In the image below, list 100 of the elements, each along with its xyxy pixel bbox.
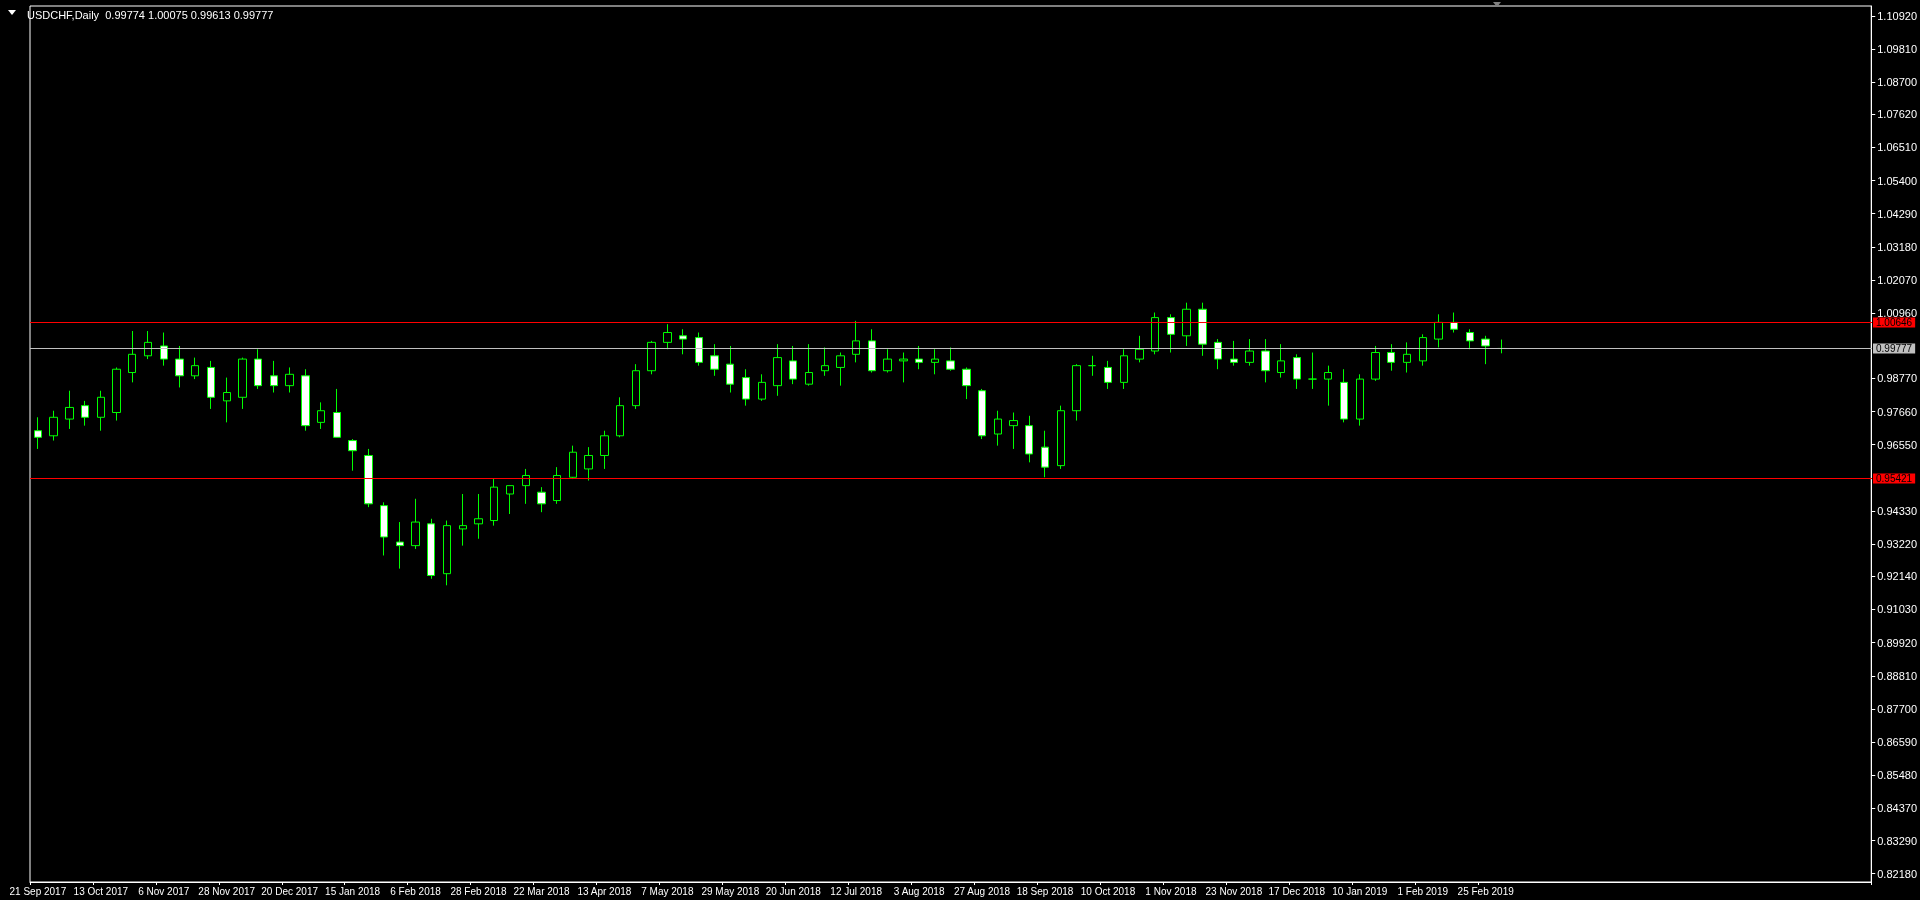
candlestick [695,332,703,367]
candlestick [789,345,797,385]
candlestick [553,466,561,505]
candlestick [333,388,341,438]
candlestick [726,345,734,394]
x-tick-label: 20 Dec 2017 [261,885,319,897]
candlestick [411,498,420,550]
x-tick-label: 29 May 2018 [701,885,760,897]
y-tick-label: 0.93220 [1877,538,1917,551]
candlestick [805,343,813,387]
x-tick-label: 3 Aug 2018 [893,885,945,897]
candlestick [962,366,971,400]
x-tick-label: 20 Jun 2018 [765,885,822,897]
candlestick [836,352,845,387]
x-tick-label: 28 Feb 2018 [450,885,508,897]
candlestick [1277,343,1285,379]
x-tick-label: 6 Nov 2017 [138,885,190,897]
candlestick [1371,345,1380,382]
candlestick [852,320,860,363]
candlestick [1182,302,1191,347]
x-tick-label: 17 Dec 2018 [1268,885,1326,897]
candlestick [49,410,58,442]
x-tick-label: 18 Sep 2018 [1016,885,1074,897]
candlestick [238,357,247,410]
candlestick [191,357,199,380]
y-tick-label: 1.03180 [1877,240,1917,253]
candlestick [506,485,514,515]
candlestick [522,468,530,505]
candlestick [380,501,388,556]
candlestick [459,493,467,547]
x-tick-label: 28 Nov 2017 [198,885,256,897]
y-tick-label: 0.88810 [1877,669,1917,682]
y-tick-label: 1.02070 [1877,273,1917,286]
candlestick [883,348,892,374]
candlestick [1419,333,1427,367]
x-tick-label: 22 Mar 2018 [513,885,570,897]
y-tick-label: 0.91030 [1877,603,1917,616]
candlestick [396,521,404,570]
candlestick [175,345,184,388]
candlestick [1214,338,1222,370]
candlestick [285,366,294,394]
candlestick [160,332,168,367]
candlestick [758,373,766,402]
candlestick [223,377,231,423]
x-tick-label: 10 Oct 2018 [1080,885,1136,897]
candlestick [1230,340,1238,367]
x-tick-label: 1 Feb 2019 [1397,885,1449,897]
candlestick [427,518,435,580]
candlestick [490,478,498,527]
candlestick [663,323,672,350]
x-tick-label: 12 Jul 2018 [830,885,883,897]
x-tick-label: 25 Feb 2019 [1457,885,1515,897]
x-tick-label: 10 Jan 2019 [1332,885,1388,897]
x-tick-label: 7 May 2018 [641,885,694,897]
candlestick [584,446,593,482]
y-tick-label: 1.07620 [1877,108,1917,121]
candlestick [1293,353,1301,390]
candlestick [1466,328,1474,350]
y-tick-label: 0.84370 [1877,802,1917,815]
ref-line-label: 0.95421 [1876,473,1913,484]
candlestick [364,448,373,508]
candlestick [710,343,719,377]
candlestick [1167,313,1175,354]
y-tick-label: 1.08700 [1877,76,1917,89]
y-tick-label: 0.83290 [1877,834,1917,847]
candlestick [1198,302,1207,357]
candlestick [537,486,546,513]
ref-line-label: 0.99777 [1876,343,1913,354]
candlestick [978,388,986,440]
candlestick [317,401,325,430]
candlestick [569,445,577,480]
x-tick-label: 15 Jan 2018 [325,885,381,897]
candlestick [931,348,939,375]
y-tick-label: 0.86590 [1877,736,1917,749]
x-tick-label: 6 Feb 2018 [390,885,442,897]
y-tick-label: 1.10920 [1877,9,1917,22]
candlestick [1324,365,1332,407]
y-tick-label: 0.92140 [1877,570,1917,583]
candlestick [144,330,152,360]
candlestick [1403,341,1411,374]
candlestick [81,400,89,427]
y-tick-label: 1.09810 [1877,42,1917,55]
candlestick [1104,360,1112,390]
candlestick [207,360,215,410]
y-tick-label: 0.94330 [1877,505,1917,518]
y-tick-label: 1.06510 [1877,141,1917,154]
candlestick [1009,412,1018,450]
candlestick [1120,348,1128,390]
candlestick [1072,363,1081,422]
x-tick-label: 13 Oct 2017 [73,885,129,897]
candlestick [994,410,1002,447]
candlestick [946,346,955,372]
candlestick [1356,373,1364,427]
y-tick-label: 0.98770 [1877,372,1917,385]
y-tick-label: 1.04290 [1877,207,1917,220]
candlestick [647,340,656,375]
y-tick-label: 0.87700 [1877,702,1917,715]
candlestick [1025,415,1033,463]
candlestick [128,330,136,383]
candlestick [679,328,687,355]
